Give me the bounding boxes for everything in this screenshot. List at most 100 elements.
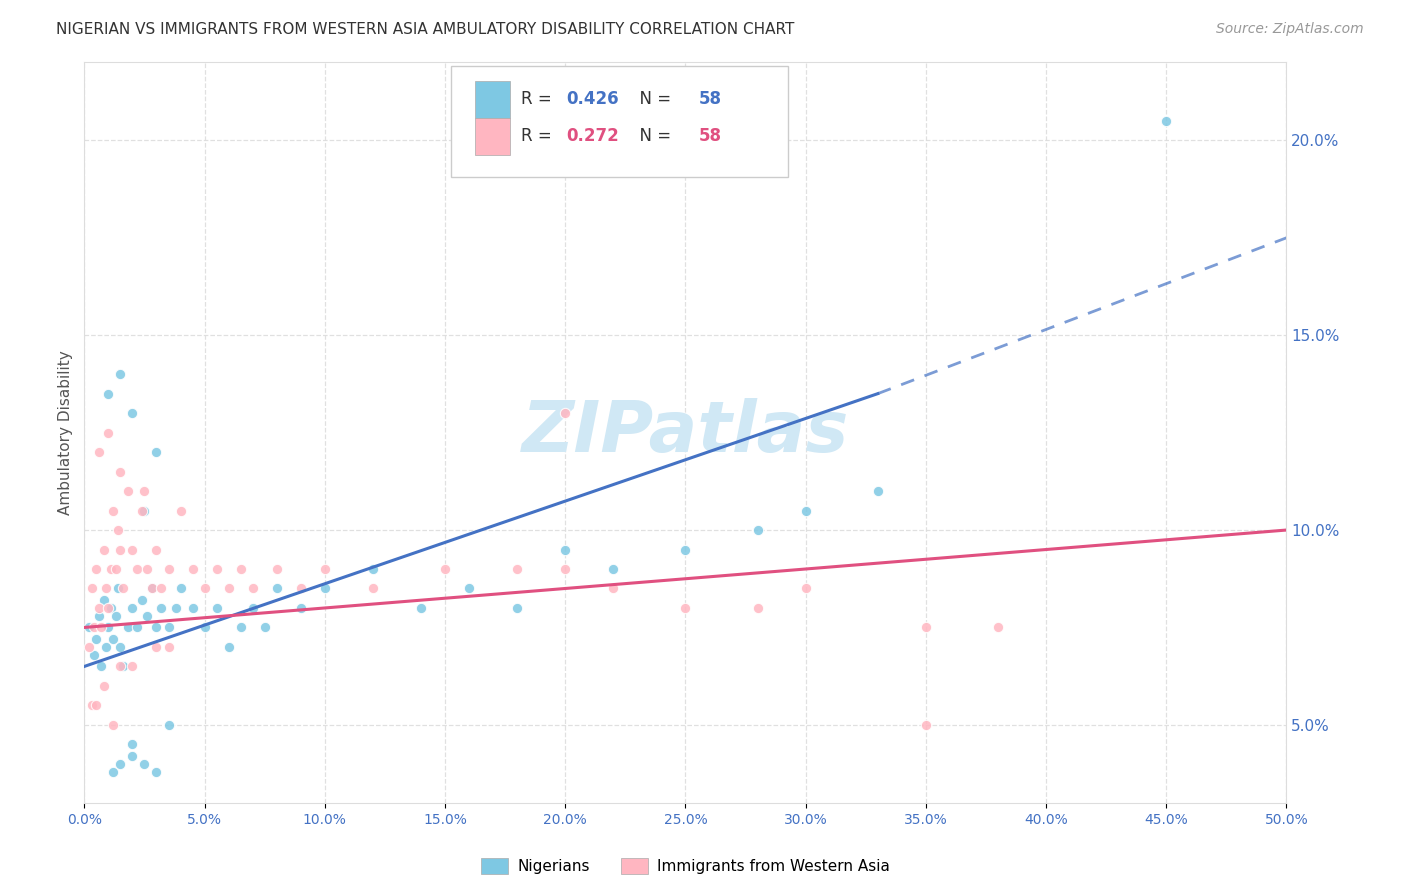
Point (205, 601, 228, 615)
Point (77, 620, 100, 634)
Point (675, 601, 697, 615)
Text: N =: N = (628, 128, 676, 145)
Point (90, 659, 112, 673)
Point (117, 484, 139, 499)
Point (165, 601, 187, 615)
Point (94, 582, 117, 596)
Point (141, 582, 163, 596)
FancyBboxPatch shape (475, 119, 510, 154)
FancyBboxPatch shape (475, 81, 510, 118)
Point (134, 503, 156, 517)
Point (110, 465, 132, 479)
Point (169, 503, 191, 517)
Point (77, 640, 100, 654)
Point (506, 562, 529, 576)
Point (1156, 114, 1178, 128)
Point (290, 601, 312, 615)
Text: 58: 58 (699, 90, 721, 109)
Point (181, 601, 204, 615)
Point (135, 608, 157, 623)
Text: NIGERIAN VS IMMIGRANTS FROM WESTERN ASIA AMBULATORY DISABILITY CORRELATION CHART: NIGERIAN VS IMMIGRANTS FROM WESTERN ASIA… (56, 22, 794, 37)
Point (157, 562, 180, 576)
Point (83, 620, 105, 634)
Point (121, 659, 143, 673)
Point (110, 367, 132, 381)
Point (253, 620, 276, 634)
Point (157, 640, 180, 654)
Point (121, 542, 143, 557)
Point (205, 562, 228, 576)
Point (107, 582, 129, 596)
Point (93, 593, 115, 607)
Point (554, 542, 576, 557)
Point (110, 756, 132, 771)
Point (134, 756, 156, 771)
Point (145, 640, 167, 654)
Text: R =: R = (520, 128, 557, 145)
Point (93, 679, 115, 693)
Point (110, 659, 132, 673)
Point (107, 523, 129, 537)
Point (80, 698, 103, 713)
Text: ZIPatlas: ZIPatlas (522, 398, 849, 467)
Point (103, 503, 125, 517)
Point (218, 640, 240, 654)
Point (93, 542, 115, 557)
Point (915, 620, 938, 634)
Point (121, 601, 143, 615)
Point (266, 582, 288, 596)
Point (97, 620, 120, 634)
Text: 0.426: 0.426 (567, 90, 619, 109)
Point (103, 764, 125, 779)
Point (194, 582, 217, 596)
Point (194, 620, 217, 634)
Text: 58: 58 (699, 128, 721, 145)
Point (110, 640, 132, 654)
Point (434, 562, 457, 576)
Point (87, 445, 110, 459)
Point (145, 764, 167, 779)
Point (157, 718, 180, 732)
Point (242, 601, 264, 615)
Text: N =: N = (628, 90, 676, 109)
Y-axis label: Ambulatory Disability: Ambulatory Disability (58, 351, 73, 515)
Point (117, 620, 139, 634)
Point (100, 562, 122, 576)
Point (145, 620, 167, 634)
Point (266, 562, 288, 576)
Point (97, 601, 120, 615)
Point (602, 582, 624, 596)
Point (104, 608, 127, 623)
Point (602, 562, 624, 576)
Text: R =: R = (520, 90, 557, 109)
Point (87, 601, 110, 615)
Point (103, 718, 125, 732)
Point (229, 620, 252, 634)
Text: 0.272: 0.272 (567, 128, 619, 145)
Point (987, 620, 1010, 634)
Point (145, 445, 167, 459)
Legend: Nigerians, Immigrants from Western Asia: Nigerians, Immigrants from Western Asia (475, 852, 896, 880)
Point (675, 542, 697, 557)
Point (86, 632, 108, 647)
Point (409, 601, 432, 615)
Point (145, 542, 167, 557)
Point (141, 582, 163, 596)
Point (747, 601, 769, 615)
FancyBboxPatch shape (451, 66, 787, 178)
Point (103, 632, 125, 647)
Point (100, 601, 122, 615)
Point (458, 582, 481, 596)
Point (314, 562, 336, 576)
Point (554, 406, 576, 420)
Point (111, 659, 134, 673)
Point (181, 562, 204, 576)
Point (87, 608, 110, 623)
Point (131, 593, 153, 607)
Point (314, 582, 336, 596)
Point (94, 640, 117, 654)
Point (83, 648, 105, 662)
Point (131, 503, 153, 517)
Point (121, 737, 143, 751)
Point (86, 698, 108, 713)
